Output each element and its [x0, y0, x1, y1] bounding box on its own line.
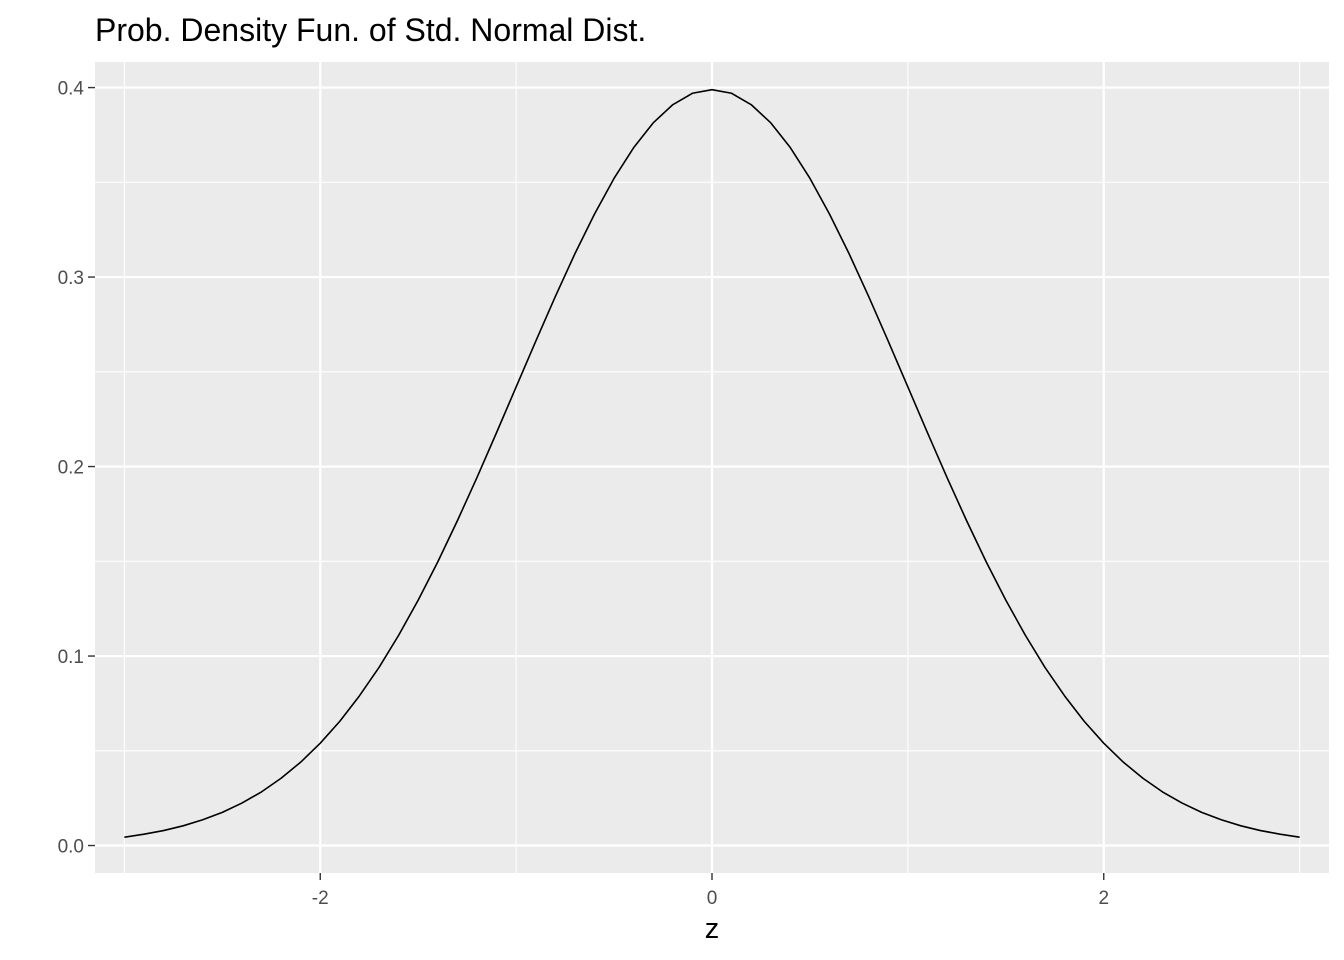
- x-tick-label: -2: [312, 888, 329, 909]
- y-tick-label: 0.4: [58, 79, 85, 100]
- y-tick-label: 0.2: [58, 458, 84, 479]
- y-axis: 0.0 0.1 0.2 0.3 0.4: [58, 79, 95, 858]
- x-axis-title: z: [705, 913, 720, 945]
- y-tick-label: 0.0: [58, 837, 84, 858]
- y-tick-label: 0.3: [58, 268, 84, 289]
- x-tick-label: 0: [707, 888, 718, 909]
- x-tick-label: 2: [1098, 888, 1109, 909]
- major-gridlines: [95, 62, 1329, 873]
- density-curve: [124, 88, 1300, 838]
- y-tick-label: 0.1: [58, 647, 84, 668]
- x-axis: -2 0 2: [312, 873, 1109, 909]
- chart-title: Prob. Density Fun. of Std. Normal Dist.: [95, 12, 646, 48]
